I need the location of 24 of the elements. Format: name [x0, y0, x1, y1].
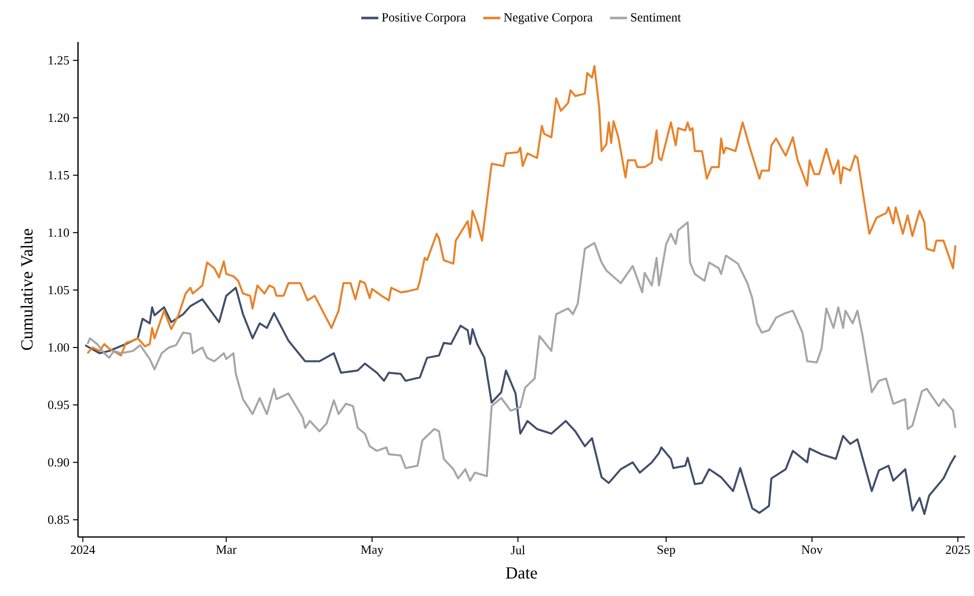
x-tick-label: 2025 [946, 546, 970, 554]
y-tick-label: 0.90 [48, 458, 69, 467]
x-tick-label: Nov [802, 546, 823, 554]
y-tick-label: 1.00 [48, 343, 69, 352]
x-tick-label: Sep [658, 546, 676, 556]
x-tick-label: 2024 [70, 546, 96, 554]
y-tick-label: 1.05 [48, 286, 69, 294]
y-tick-label: 0.95 [48, 400, 69, 410]
y-tick-label: 1.25 [48, 56, 69, 65]
x-tick-label: Mar [216, 546, 237, 554]
x-tick-label: May [360, 546, 384, 556]
y-axis-title: Cumulative Value [20, 228, 33, 350]
legend-label: Positive Corpora [382, 13, 466, 24]
legend-label: Sentiment [631, 13, 681, 22]
y-tick-label: 1.20 [48, 114, 69, 122]
x-tick-label: Jul [510, 546, 525, 554]
legend-label: Negative Corpora [504, 13, 593, 24]
line-series [86, 65, 956, 357]
line-series [84, 286, 956, 516]
y-tick-label: 1.15 [48, 171, 69, 180]
x-axis-title: Date [506, 567, 537, 579]
line-series [86, 221, 956, 482]
y-tick-label: 0.85 [48, 516, 69, 524]
y-tick-label: 1.10 [48, 228, 69, 237]
